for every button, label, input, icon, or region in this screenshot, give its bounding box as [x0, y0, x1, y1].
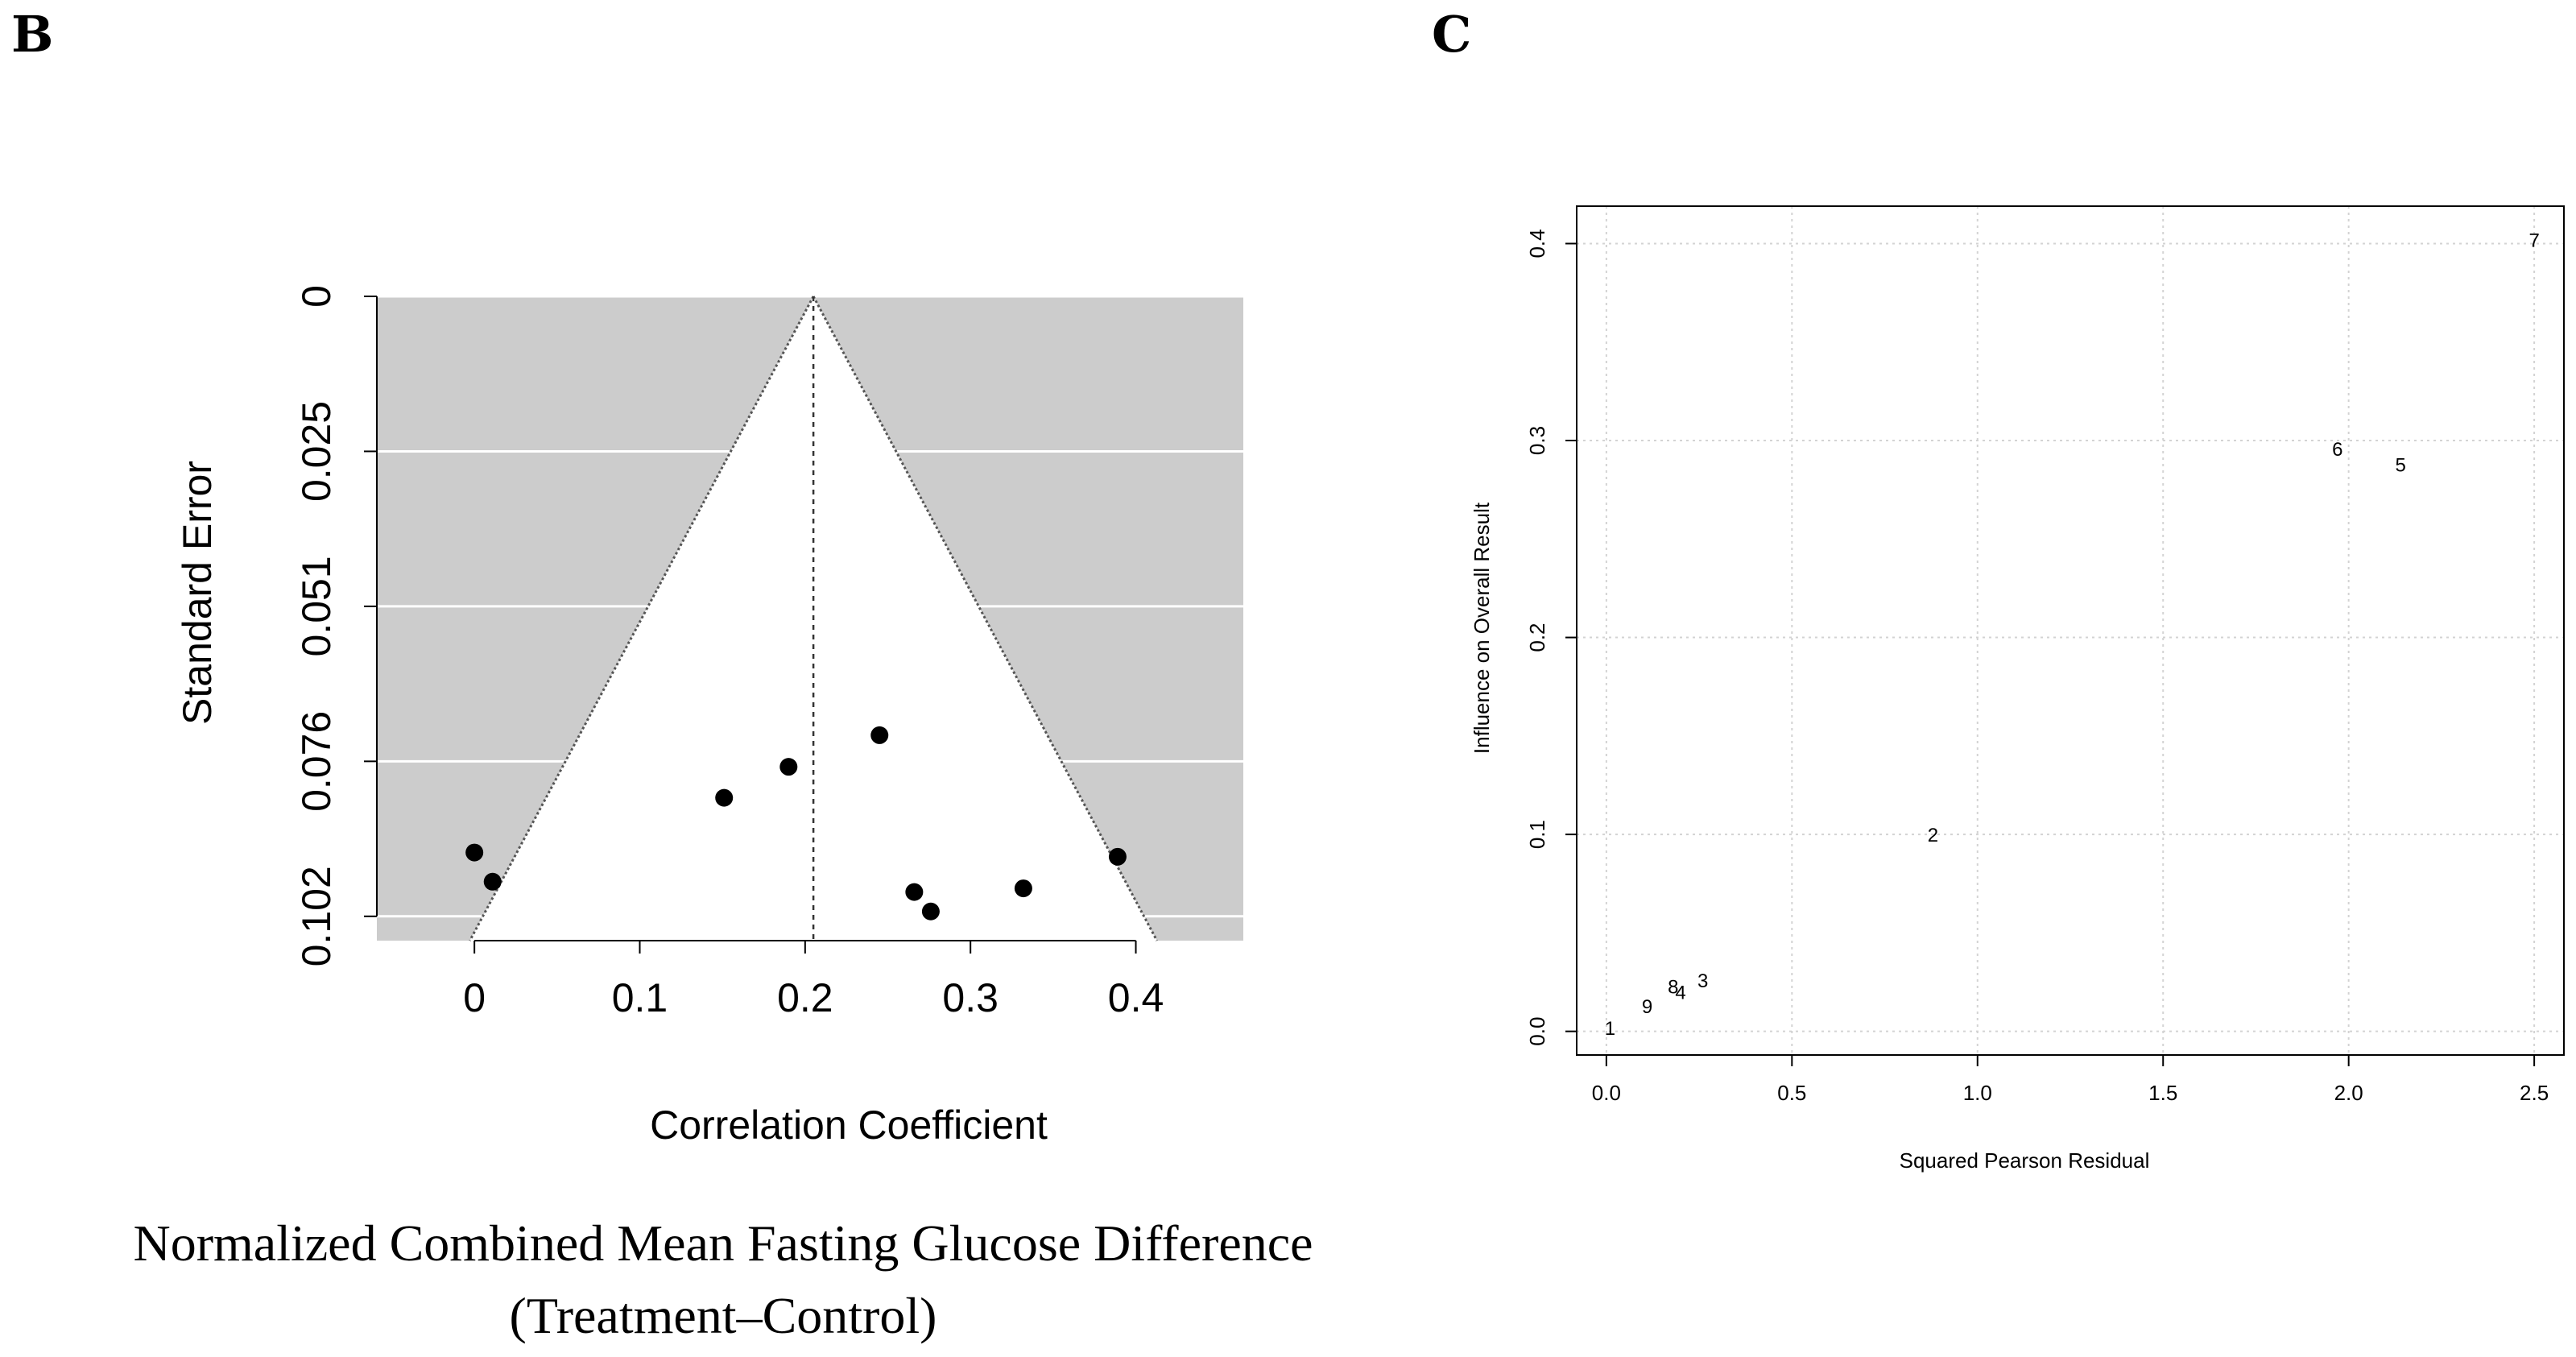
influence-x-tick-label-1: 0.5	[1777, 1081, 1806, 1105]
funnel-y-tick-label-3: 0.076	[294, 711, 339, 812]
influence-x-axis-title: Squared Pearson Residual	[1900, 1148, 2150, 1173]
funnel-x-tick-label-0: 0	[463, 975, 486, 1020]
funnel-x-tick-label-2: 0.2	[777, 975, 833, 1020]
influence-point-4: 4	[1675, 983, 1685, 1004]
influence-y-tick-label-3: 0.3	[1525, 426, 1549, 455]
influence-plot-frame	[1576, 205, 2565, 1056]
figure-caption-line-1: Normalized Combined Mean Fasting Glucose…	[133, 1214, 1313, 1272]
funnel-y-tick-label-4: 0.102	[294, 866, 339, 966]
influence-x-tick-label-5: 2.5	[2520, 1081, 2549, 1105]
influence-x-tick-label-4: 2.0	[2334, 1081, 2363, 1105]
influence-point-8: 8	[1668, 976, 1678, 998]
funnel-point-3	[715, 788, 734, 807]
funnel-y-tick-label-1: 0.025	[294, 401, 339, 502]
funnel-y-tick-label-2: 0.051	[294, 556, 339, 656]
influence-point-2: 2	[1928, 825, 1938, 846]
funnel-point-4	[779, 758, 798, 776]
funnel-x-tick-label-4: 0.4	[1108, 975, 1164, 1020]
influence-y-tick-label-2: 0.2	[1525, 623, 1549, 652]
funnel-point-9	[1108, 847, 1127, 866]
funnel-left-boundary	[469, 296, 815, 941]
panel-label-c: C	[1432, 5, 1472, 64]
funnel-y-tick-label-0: 0	[294, 285, 339, 308]
influence-x-tick-label-2: 1.0	[1963, 1081, 1992, 1105]
influence-plot: 0.0 0.5 1.0 1.5 2.0 2.5 0.0 0.1 0.2 0.3 0.4 Squared…	[1470, 205, 2565, 1173]
funnel-x-tick-label-1: 0.1	[612, 975, 668, 1020]
influence-point-9: 9	[1642, 996, 1652, 1018]
influence-y-tick-label-0: 0.0	[1525, 1017, 1549, 1046]
funnel-point-1	[465, 843, 484, 862]
influence-point-5: 5	[2396, 454, 2406, 476]
influence-point-1: 1	[1605, 1018, 1615, 1040]
influence-point-7: 7	[2528, 230, 2539, 252]
funnel-x-tick-label-3: 0.3	[942, 975, 999, 1020]
funnel-x-axis-title: Correlation Coefficient	[650, 1103, 1048, 1148]
funnel-right-boundary	[812, 296, 1159, 941]
funnel-plot: 0 0.1 0.2 0.3 0.4 0 0.025 0.051 0.076 0.102 Correl…	[175, 285, 1243, 1148]
influence-y-tick-label-4: 0.4	[1525, 229, 1549, 258]
panel-label-b: B	[11, 5, 54, 64]
funnel-point-6	[905, 883, 924, 901]
funnel-point-7	[921, 902, 940, 921]
funnel-y-axis-title: Standard Error	[175, 461, 220, 725]
influence-y-tick-label-1: 0.1	[1525, 820, 1549, 849]
influence-x-tick-label-3: 1.5	[2148, 1081, 2177, 1105]
influence-point-3: 3	[1697, 970, 1708, 992]
funnel-point-5	[870, 726, 889, 744]
figure-caption-line-2: (Treatment–Control)	[509, 1287, 937, 1344]
influence-y-axis-title: Influence on Overall Result	[1470, 502, 1494, 754]
funnel-point-8	[1014, 879, 1032, 898]
influence-x-tick-label-0: 0.0	[1592, 1081, 1621, 1105]
influence-point-6: 6	[2332, 439, 2342, 461]
funnel-point-2	[483, 872, 502, 891]
